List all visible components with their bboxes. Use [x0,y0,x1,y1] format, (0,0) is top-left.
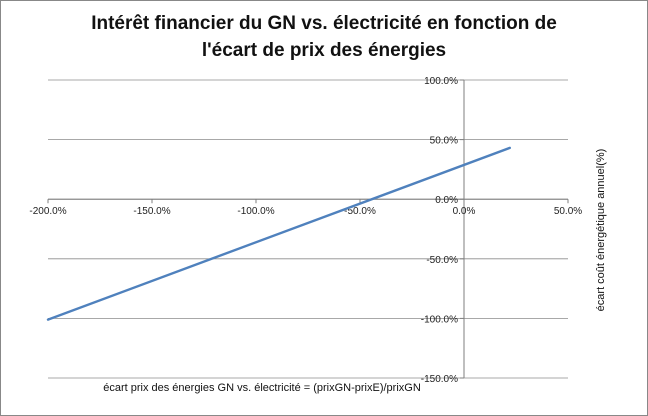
series-line-0 [46,146,511,321]
chart-title-line-2: l'écart de prix des énergies [201,40,447,61]
x-tick-label-0: -200.0% [29,206,66,217]
x-tick-label-1: -150.0% [133,206,170,217]
x-tick-labels: -200.0% -150.0% -100.0% -50.0% 0.0% 50.0% [29,206,582,217]
y-tick-labels: 100.0% 50.0% 0.0% -50.0% -100.0% -150.0% [421,76,458,385]
y-tick-label-4: -100.0% [421,314,458,325]
y-tick-label-2: 0.0% [435,195,458,206]
x-tick-label-3: -50.0% [344,206,376,217]
y-axis-label: écart coût énergétique annuel(%) [595,149,607,312]
x-tick-label-4: 0.0% [453,206,476,217]
chart-title: Intérêt financier du GN vs. électricité … [0,10,648,64]
series-lines [46,146,511,321]
x-axis-label: écart prix des énergies GN vs. électrici… [103,382,421,394]
y-tick-label-0: 100.0% [424,76,458,87]
x-tick-label-5: 50.0% [554,206,582,217]
x-tick-label-2: -100.0% [237,206,274,217]
y-tick-label-1: 50.0% [430,136,458,147]
axes [47,79,569,379]
y-tick-label-5: -150.0% [421,374,458,385]
chart-title-line-1: Intérêt financier du GN vs. électricité … [91,13,557,34]
gridlines [48,79,568,379]
y-tick-label-3: -50.0% [426,255,458,266]
